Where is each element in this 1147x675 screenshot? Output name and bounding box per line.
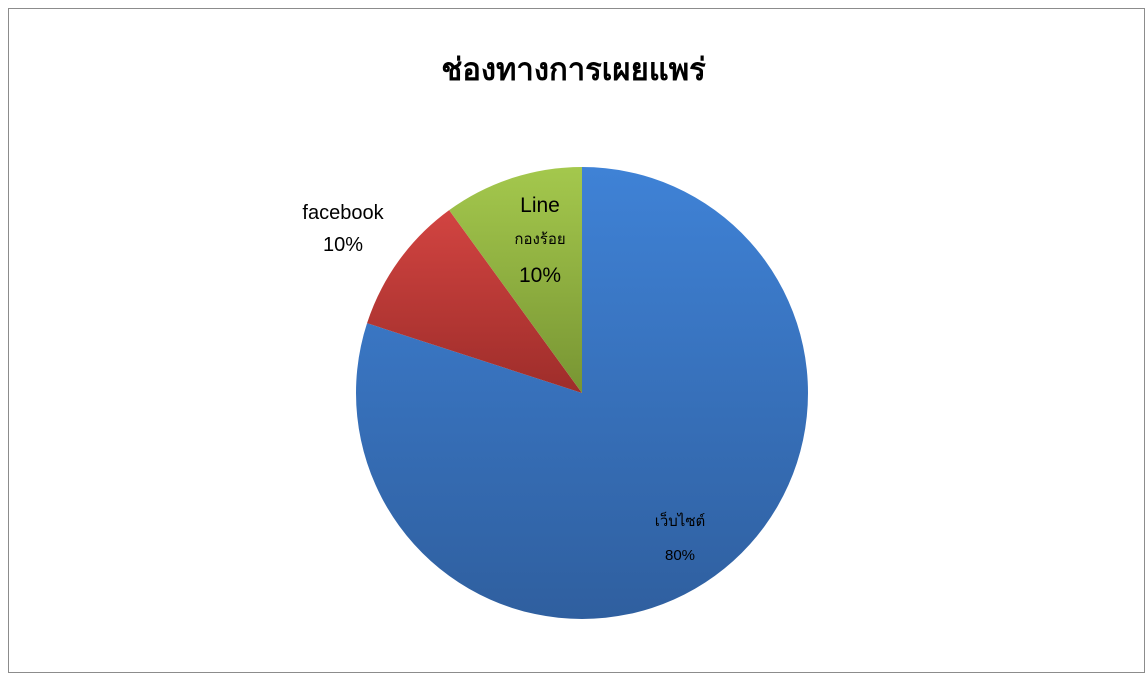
- pie-slice-1: [355, 167, 808, 620]
- data-label-category: เว็บไซต์: [655, 511, 706, 530]
- data-label-category: กองร้อย: [514, 231, 565, 248]
- data-label-value: 10%: [323, 234, 363, 256]
- data-label-category: Line: [520, 194, 560, 217]
- data-label-value: 10%: [519, 264, 561, 287]
- chart-title: ช่องทางการเผยแพร่: [441, 52, 706, 88]
- data-label-category: facebook: [302, 202, 384, 224]
- pie-slice-3: [449, 167, 582, 393]
- pie-slice-2: [367, 210, 582, 393]
- data-label-value: 80%: [665, 547, 695, 564]
